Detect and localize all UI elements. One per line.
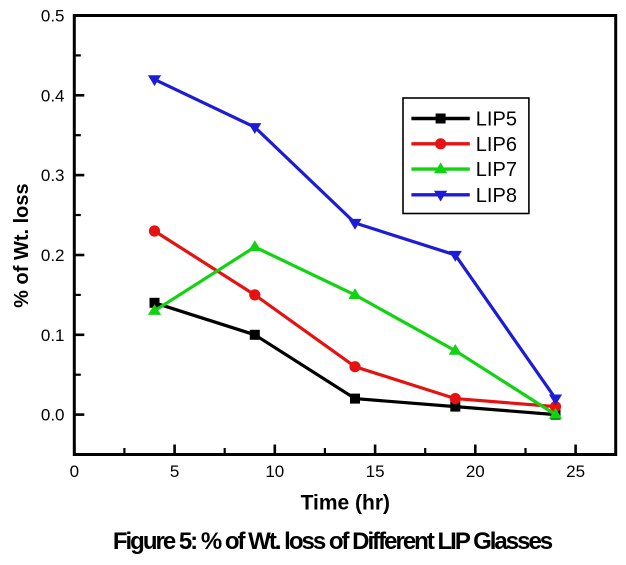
svg-text:0.5: 0.5 <box>41 7 65 26</box>
svg-text:Time (hr): Time (hr) <box>301 492 390 515</box>
svg-text:LIP5: LIP5 <box>476 109 517 131</box>
svg-text:0.1: 0.1 <box>41 326 65 345</box>
svg-text:0.3: 0.3 <box>41 166 65 185</box>
svg-text:0.0: 0.0 <box>41 406 65 425</box>
svg-text:Figure 5: % of Wt. loss of Dif: Figure 5: % of Wt. loss of Different LIP… <box>113 528 553 555</box>
svg-text:5: 5 <box>170 462 179 481</box>
svg-text:25: 25 <box>566 462 585 481</box>
svg-text:LIP8: LIP8 <box>476 185 517 207</box>
svg-text:LIP7: LIP7 <box>476 159 517 181</box>
svg-text:15: 15 <box>366 462 385 481</box>
svg-text:0.2: 0.2 <box>41 246 65 265</box>
svg-text:20: 20 <box>466 462 485 481</box>
svg-text:LIP6: LIP6 <box>476 134 517 156</box>
svg-text:10: 10 <box>265 462 284 481</box>
svg-text:% of Wt. loss: % of Wt. loss <box>11 183 33 307</box>
svg-text:0: 0 <box>70 462 79 481</box>
svg-text:0.4: 0.4 <box>41 86 65 105</box>
